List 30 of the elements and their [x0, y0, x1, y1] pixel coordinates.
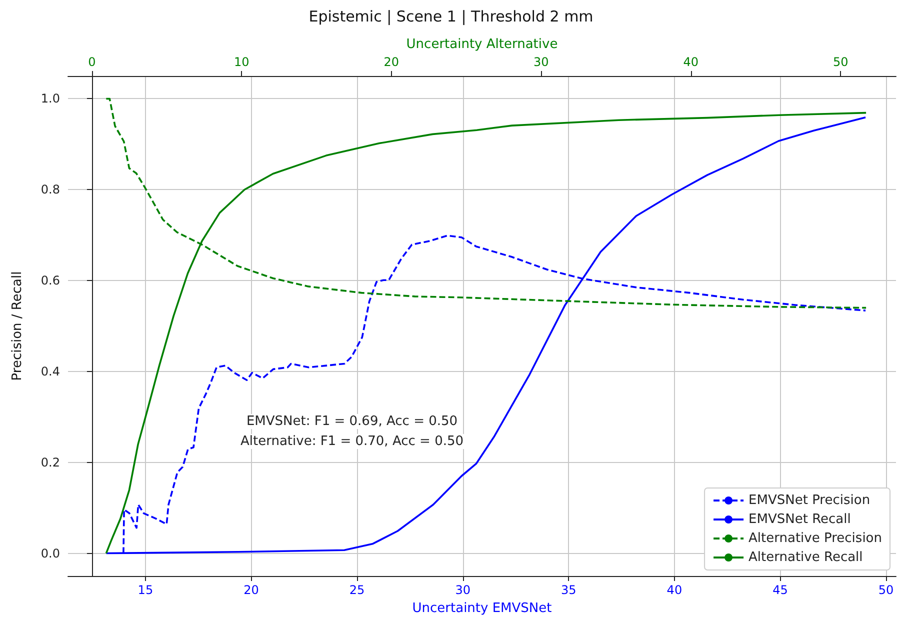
x2-tick-label: 30: [534, 55, 549, 69]
x-tick-label: 25: [349, 583, 365, 597]
x2-tick-label: 50: [832, 55, 848, 69]
y-tick-label: 0.2: [40, 455, 60, 470]
annotation: Alternative: F1 = 0.70, Acc = 0.50: [240, 434, 464, 449]
x-tick-label: 35: [561, 583, 576, 597]
x-tick-label: 30: [455, 583, 470, 597]
y-tick-label: 0.8: [40, 182, 60, 197]
x2-tick-label: 10: [234, 55, 250, 69]
x2-tick-label: 20: [384, 55, 400, 69]
x-axis-title: Uncertainty EMVSNet: [412, 601, 552, 616]
legend-label: EMVSNet Recall: [748, 512, 851, 527]
y-tick-label: 1.0: [40, 92, 60, 106]
legend-label: Alternative Precision: [748, 531, 882, 546]
chart-title: Epistemic | Scene 1 | Threshold 2 mm: [308, 8, 594, 26]
x-tick-label: 40: [666, 583, 682, 597]
x-tick-label: 20: [244, 583, 259, 597]
x-tick-label: 45: [772, 583, 788, 597]
x-tick-label: 15: [138, 583, 154, 597]
legend-label: Alternative Recall: [748, 550, 863, 565]
legend-label: EMVSNet Precision: [748, 493, 870, 508]
y-tick-label: 0.6: [40, 274, 60, 288]
x2-axis-title: Uncertainty Alternative: [406, 37, 558, 52]
y-tick-label: 0.0: [40, 546, 60, 560]
x-tick-label: 50: [878, 583, 894, 597]
annotation: EMVSNet: F1 = 0.69, Acc = 0.50: [246, 414, 458, 429]
x2-tick-label: 40: [683, 55, 699, 69]
x2-tick-label: 0: [88, 55, 96, 69]
y-axis-title: Precision / Recall: [10, 271, 25, 381]
y-tick-label: 0.4: [40, 364, 60, 378]
